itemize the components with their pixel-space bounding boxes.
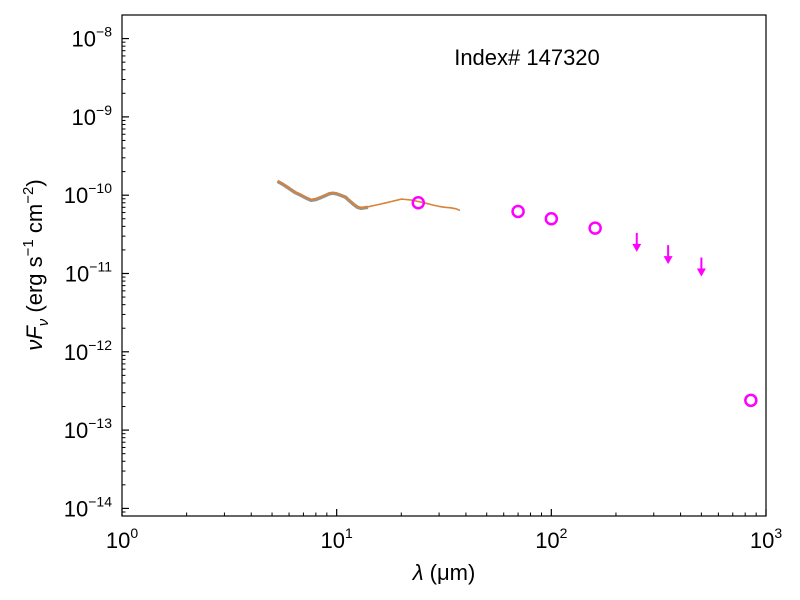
y-axis-label: νFν (erg s−1 cm−2): [20, 179, 52, 350]
y-tick-label: 10−8: [72, 24, 113, 52]
x-axis-label: λ (μm): [412, 560, 476, 585]
y-tick-label: 10−13: [64, 415, 112, 443]
photometry-point: [744, 393, 758, 408]
photometry-point: [411, 196, 426, 210]
plot-frame: [121, 14, 767, 517]
y-tick-label: 10−9: [72, 102, 113, 130]
data-series: [276, 179, 758, 408]
x-tick-label: 102: [535, 525, 567, 553]
axis-ticks: [121, 37, 767, 516]
x-tick-label: 100: [106, 525, 138, 553]
upper-limit-arrow: [663, 245, 673, 265]
upper-limit-arrow: [696, 257, 706, 277]
x-tick-label: 101: [321, 525, 353, 553]
axis-tick-labels: 100 101 102 103 10−14 10−13 10−12 10−11 10−10 10−…: [64, 24, 783, 553]
photometry-point: [588, 221, 602, 235]
y-tick-label: 10−11: [65, 258, 112, 286]
chart-annotation: Index# 147320: [454, 45, 600, 70]
photometry-point: [544, 212, 559, 226]
upper-limit-arrow: [632, 232, 642, 252]
x-tick-label: 103: [750, 525, 782, 553]
y-tick-label: 10−12: [64, 337, 112, 365]
y-tick-label: 10−10: [64, 180, 112, 208]
photometry-point: [511, 204, 525, 219]
y-tick-label: 10−14: [64, 493, 112, 521]
